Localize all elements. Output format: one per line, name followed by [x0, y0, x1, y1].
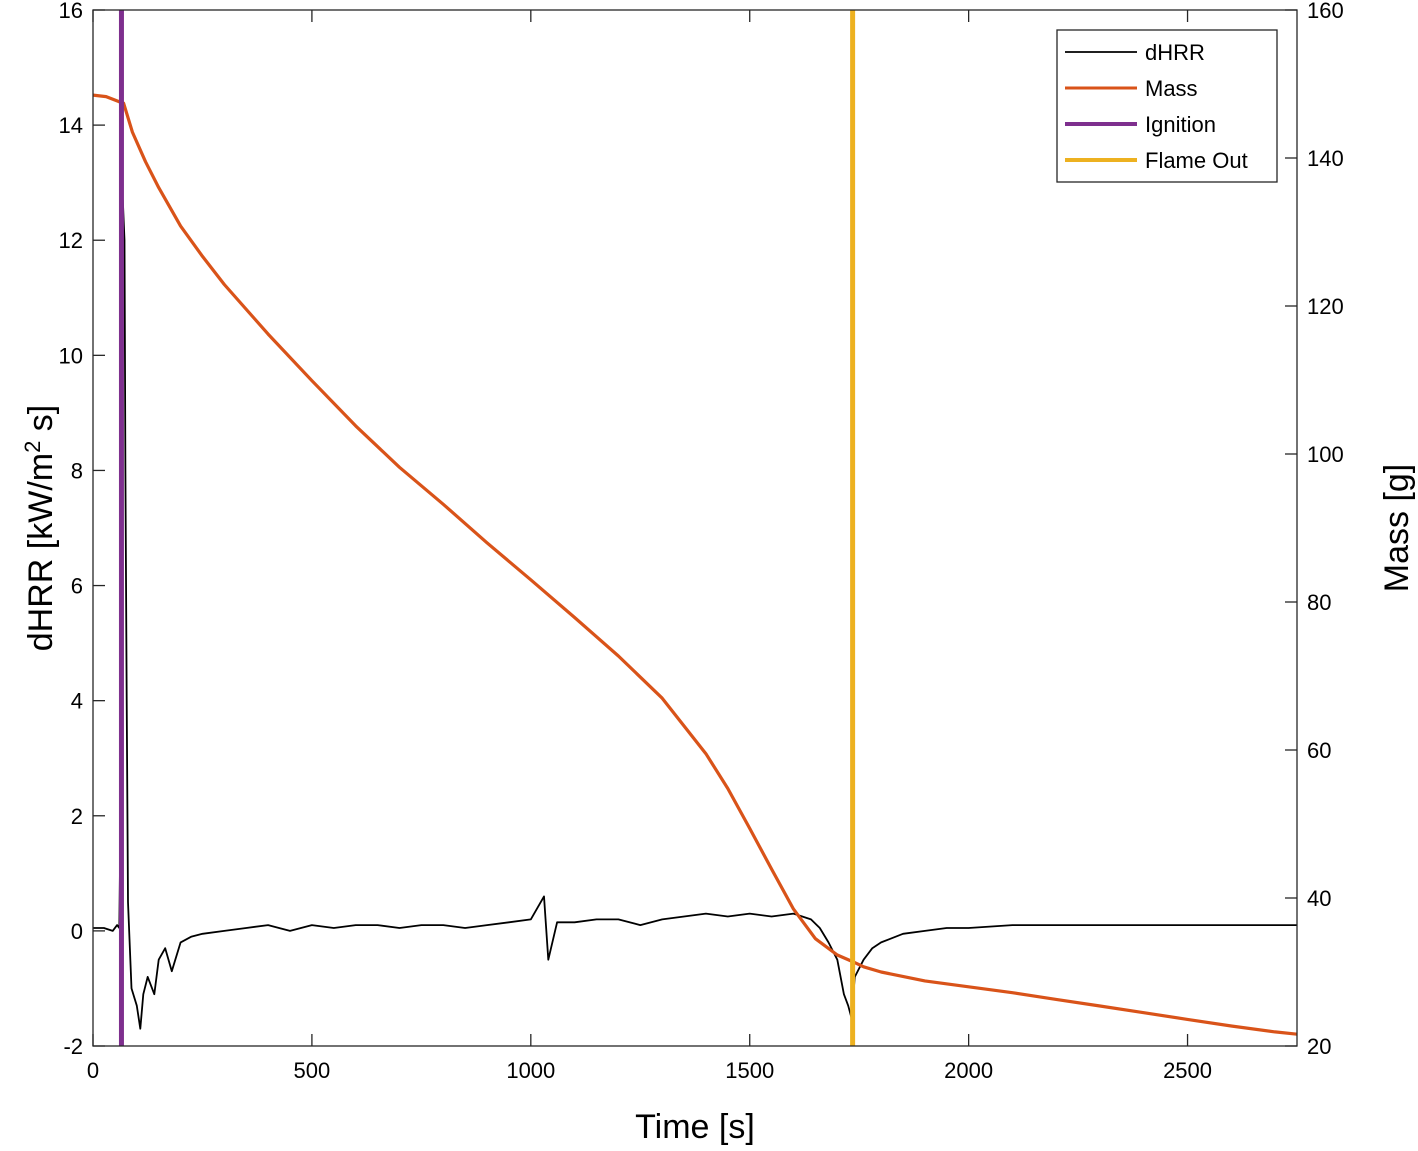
y-left-tick-label: 0	[71, 919, 83, 944]
legend: dHRR Mass Ignition Flame Out	[1056, 29, 1278, 183]
tick-layer: 0 500 1000 1500 2000 2500-2024681012141620406…	[59, 0, 1344, 1083]
x-axis-title: Time [s]	[635, 1108, 755, 1146]
y-right-tick-label: 140	[1307, 146, 1344, 171]
y-axis-left-title: dHRR [kW/m2 s]	[20, 405, 61, 651]
x-tick-label: 0	[87, 1058, 99, 1083]
y-left-tick-label: 4	[71, 689, 83, 714]
y-left-tick-label: 16	[59, 0, 83, 23]
plot-frame	[92, 9, 1298, 1047]
y-axis-left-title-tail: s]	[22, 405, 60, 441]
y-right-tick-label: 120	[1307, 294, 1344, 319]
x-tick-label: 1000	[506, 1058, 555, 1083]
x-tick-label: 500	[294, 1058, 331, 1083]
y-axis-left-title-main: dHRR [kW/m	[22, 453, 60, 651]
y-right-tick-label: 80	[1307, 590, 1331, 615]
y-left-tick-label: -2	[63, 1034, 83, 1059]
legend-label-ignition: Ignition	[1145, 112, 1216, 137]
y-left-tick-label: 8	[71, 458, 83, 483]
y-left-tick-label: 12	[59, 228, 83, 253]
y-left-tick-label: 2	[71, 804, 83, 829]
legend-label-dhrr: dHRR	[1145, 40, 1205, 65]
dhrr-line	[93, 199, 1297, 1030]
y-right-tick-label: 60	[1307, 738, 1331, 763]
mass-line	[92, 93, 1298, 1036]
legend-label-flame-out: Flame Out	[1145, 148, 1248, 173]
y-right-tick-label: 160	[1307, 0, 1344, 23]
x-tick-label: 2000	[944, 1058, 993, 1083]
y-right-tick-label: 40	[1307, 886, 1331, 911]
y-left-tick-label: 14	[59, 113, 83, 138]
legend-box	[1056, 29, 1278, 183]
y-left-tick-label: 6	[71, 574, 83, 599]
x-tick-label: 1500	[725, 1058, 774, 1083]
y-right-tick-label: 20	[1307, 1034, 1331, 1059]
y-right-tick-label: 100	[1307, 442, 1344, 467]
y-axis-right-title: Mass [g]	[1378, 464, 1416, 592]
series-layer	[92, 10, 1298, 1046]
legend-label-mass: Mass	[1145, 76, 1198, 101]
y-axis-left-title-superscript: 2	[20, 441, 45, 453]
y-left-tick-label: 10	[59, 343, 83, 368]
x-tick-label: 2500	[1163, 1058, 1212, 1083]
